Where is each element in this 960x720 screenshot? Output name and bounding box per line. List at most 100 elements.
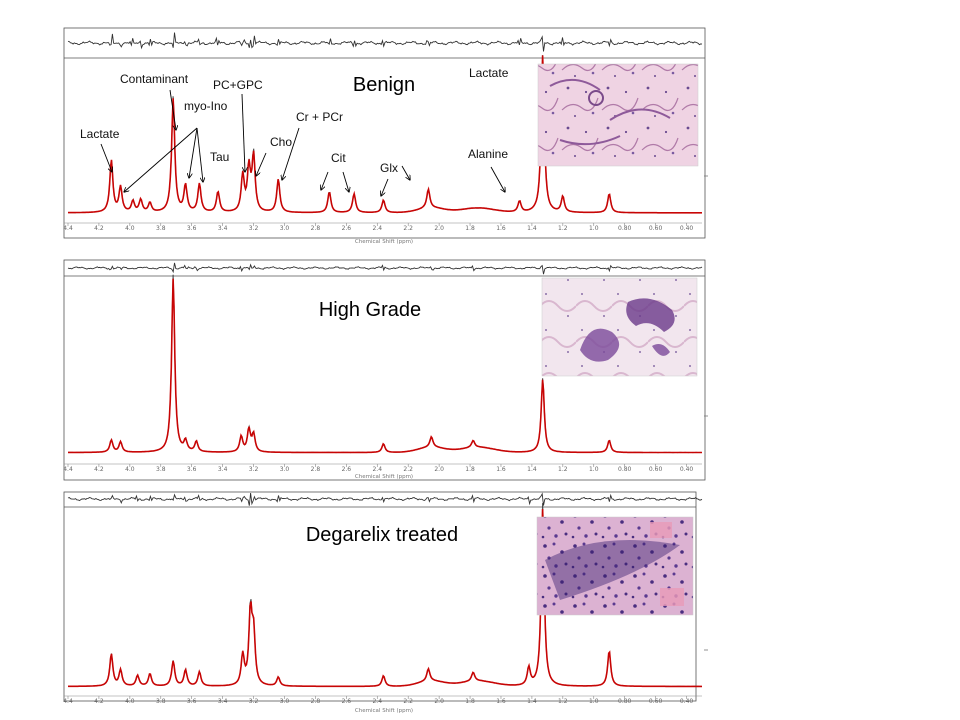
x-tick-label: 2.4 <box>372 466 382 473</box>
residual-trace <box>67 492 703 506</box>
x-tick-label: 0.60 <box>649 698 663 705</box>
annotation-cr-pcr: Cr + PCr <box>296 110 343 124</box>
x-tick-label: 1.0 <box>589 466 599 473</box>
x-tick-label: 3.0 <box>280 466 290 473</box>
annotation-arrows <box>100 89 505 196</box>
x-tick-label: 4.4 <box>63 466 73 473</box>
x-tick-label: 2.6 <box>342 225 352 232</box>
spectrum-plot <box>68 274 708 454</box>
x-tick-label: 1.2 <box>558 225 568 232</box>
x-tick-label: 2.4 <box>372 225 382 232</box>
x-tick-label: 1.6 <box>496 698 506 705</box>
x-tick-label: 4.2 <box>94 466 104 473</box>
histology-image-degarelix <box>536 516 694 616</box>
fit-spectrum-line <box>68 508 702 688</box>
x-tick-label: 3.0 <box>280 698 290 705</box>
x-tick-label: 3.8 <box>156 698 166 705</box>
x-tick-label: 1.4 <box>527 698 537 705</box>
x-tick-label: 2.6 <box>342 466 352 473</box>
residual-trace <box>67 32 703 52</box>
panel-high-grade: 4.4 4.2 4.0 3.8 3.6 3.4 3.2 3.0 2.8 2.6 2.4 2.2 2.0 1… <box>63 259 708 481</box>
x-axis-ticks: 4.4 4.2 4.0 3.8 3.6 3.4 3.2 3.0 2.8 2.6 2.4 2.2 2.0 1… <box>63 222 702 232</box>
x-tick-label: 2.2 <box>403 698 413 705</box>
x-tick-label: 3.0 <box>280 225 290 232</box>
peak-annotations: Contaminant PC+GPC Lactate myo-Ino Lacta… <box>80 66 509 175</box>
x-tick-label: 0.40 <box>680 466 694 473</box>
x-axis-label: Chemical Shift (ppm) <box>355 474 413 480</box>
x-tick-label: 4.0 <box>125 698 135 705</box>
panel-title: Degarelix treated <box>306 524 458 546</box>
x-axis-ticks: 4.4 4.2 4.0 3.8 3.6 3.4 3.2 3.0 2.8 2.6 2.4 2.2 2.0 1… <box>63 463 702 473</box>
x-tick-label: 2.0 <box>434 225 444 232</box>
x-tick-label: 4.0 <box>125 466 135 473</box>
x-tick-label: 1.4 <box>527 466 537 473</box>
x-tick-label: 3.4 <box>218 698 228 705</box>
panel-title: Benign <box>353 74 415 96</box>
x-tick-label: 4.0 <box>125 225 135 232</box>
x-tick-label: 1.8 <box>465 225 475 232</box>
annotation-pc-gpc: PC+GPC <box>213 78 263 92</box>
annotation-lactate-left: Lactate <box>80 127 120 141</box>
x-tick-label: 4.4 <box>63 225 73 232</box>
x-tick-label: 2.8 <box>311 225 321 232</box>
x-tick-label: 0.40 <box>680 225 694 232</box>
x-tick-label: 3.6 <box>187 466 197 473</box>
x-axis-label: Chemical Shift (ppm) <box>355 708 413 714</box>
x-tick-label: 1.2 <box>558 698 568 705</box>
annotation-myo-ino: myo-Ino <box>184 99 228 113</box>
x-axis-ticks: 4.4 4.2 4.0 3.8 3.6 3.4 3.2 3.0 2.8 2.6 2.4 2.2 2.0 1… <box>63 695 702 705</box>
panel-benign: 4.4 4.2 4.0 3.8 3.6 3.4 3.2 3.0 2.8 2.6 2.4 2.2 2.0 1… <box>63 27 708 245</box>
x-tick-label: 3.4 <box>218 466 228 473</box>
x-tick-label: 2.8 <box>311 698 321 705</box>
residual-line <box>67 32 703 52</box>
spectrum-plot <box>68 503 708 688</box>
x-tick-label: 0.60 <box>649 466 663 473</box>
x-tick-label: 1.0 <box>589 225 599 232</box>
x-tick-label: 1.6 <box>496 466 506 473</box>
fit-spectrum-line <box>68 278 702 454</box>
x-tick-label: 3.2 <box>249 698 259 705</box>
x-tick-label: 1.2 <box>558 466 568 473</box>
x-tick-label: 3.8 <box>156 225 166 232</box>
x-tick-label: 1.8 <box>465 698 475 705</box>
x-tick-label: 2.2 <box>403 225 413 232</box>
annotation-alanine: Alanine <box>468 147 508 161</box>
x-tick-label: 2.8 <box>311 466 321 473</box>
x-tick-label: 1.8 <box>465 466 475 473</box>
x-tick-label: 3.8 <box>156 466 166 473</box>
x-tick-label: 2.6 <box>342 698 352 705</box>
x-tick-label: 3.2 <box>249 466 259 473</box>
x-tick-label: 0.40 <box>680 698 694 705</box>
x-tick-label: 0.80 <box>618 225 632 232</box>
x-tick-label: 4.2 <box>94 225 104 232</box>
x-tick-label: 3.6 <box>187 698 197 705</box>
annotation-cho: Cho <box>270 135 292 149</box>
annotation-cit: Cit <box>331 151 346 165</box>
residual-line <box>67 492 703 506</box>
fit-spectrum-line <box>68 55 702 214</box>
annotation-tau: Tau <box>210 150 229 164</box>
x-tick-label: 1.6 <box>496 225 506 232</box>
panel-title: High Grade <box>319 299 421 321</box>
spectrum-plot <box>67 55 708 214</box>
x-tick-label: 2.2 <box>403 466 413 473</box>
x-tick-label: 0.80 <box>618 466 632 473</box>
x-tick-label: 2.0 <box>434 466 444 473</box>
x-tick-label: 2.4 <box>372 698 382 705</box>
histology-image-benign <box>537 63 699 167</box>
panel-degarelix: 4.4 4.2 4.0 3.8 3.6 3.4 3.2 3.0 2.8 2.6 2.4 2.2 2.0 1… <box>63 491 708 714</box>
x-tick-label: 0.60 <box>649 225 663 232</box>
x-axis-label: Chemical Shift (ppm) <box>355 239 413 245</box>
residual-line <box>67 262 703 275</box>
x-tick-label: 3.2 <box>249 225 259 232</box>
x-tick-label: 2.0 <box>434 698 444 705</box>
annotation-contaminant: Contaminant <box>120 72 189 86</box>
annotation-lactate-main: Lactate <box>469 66 509 80</box>
residual-trace <box>67 262 703 275</box>
x-tick-label: 0.80 <box>618 698 632 705</box>
x-tick-label: 3.6 <box>187 225 197 232</box>
x-tick-label: 3.4 <box>218 225 228 232</box>
annotation-glx: Glx <box>380 161 398 175</box>
x-tick-label: 4.4 <box>63 698 73 705</box>
